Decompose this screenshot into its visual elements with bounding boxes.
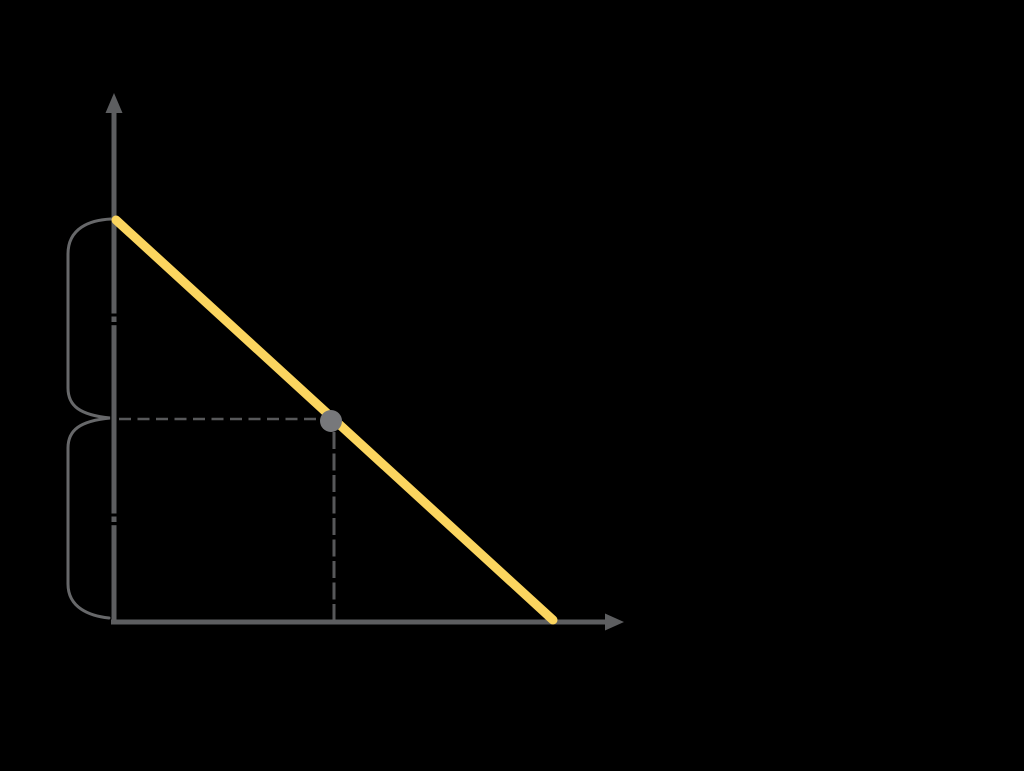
y-axis-gap-upper-2 [109,322,119,326]
highlight-point [320,410,342,432]
x-axis-arrowhead [605,613,624,631]
y-axis-gap-lower-2 [109,522,119,526]
y-axis-gap-lower-1 [109,513,119,517]
y-axis-arrowhead [105,93,123,113]
y-axis-brace [66,217,113,620]
y-axis-gap-upper-1 [109,313,119,317]
